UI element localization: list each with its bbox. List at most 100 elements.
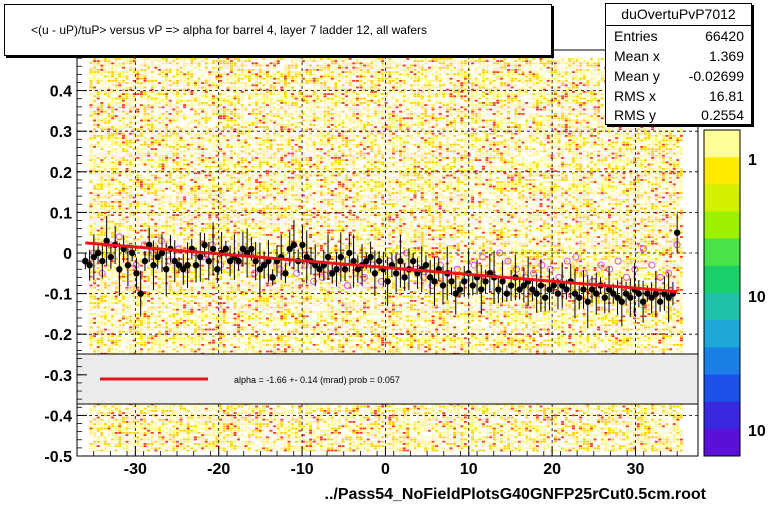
heatmap-cell	[381, 104, 384, 106]
heatmap-cell	[252, 82, 255, 84]
heatmap-cell	[367, 69, 370, 71]
heatmap-cell	[666, 139, 669, 141]
heatmap-cell	[241, 104, 244, 106]
heatmap-cell	[583, 62, 586, 64]
heatmap-cell	[147, 139, 150, 141]
heatmap-cell	[338, 120, 341, 122]
heatmap-cell	[504, 93, 507, 95]
heatmap-cell	[198, 142, 201, 144]
heatmap-cell	[662, 137, 665, 139]
heatmap-cell	[104, 135, 107, 137]
heatmap-cell	[302, 84, 305, 86]
heatmap-cell	[126, 78, 129, 80]
heatmap-cell	[381, 73, 384, 75]
heatmap-cell	[226, 109, 229, 111]
heatmap-cell	[273, 139, 276, 141]
heatmap-cell	[417, 80, 420, 82]
heatmap-cell	[219, 60, 222, 62]
heatmap-cell	[558, 84, 561, 86]
heatmap-cell	[169, 120, 172, 122]
heatmap-cell	[561, 115, 564, 117]
heatmap-cell	[475, 80, 478, 82]
heatmap-cell	[439, 62, 442, 64]
heatmap-cell	[543, 115, 546, 117]
heatmap-cell	[352, 146, 355, 148]
heatmap-cell	[349, 117, 352, 119]
heatmap-cell	[554, 115, 557, 117]
heatmap-cell	[349, 144, 352, 146]
heatmap-cell	[493, 58, 496, 60]
heatmap-cell	[597, 102, 600, 104]
heatmap-cell	[180, 142, 183, 144]
heatmap-cell	[590, 124, 593, 126]
heatmap-cell	[482, 69, 485, 71]
heatmap-cell	[482, 139, 485, 141]
heatmap-cell	[316, 80, 319, 82]
heatmap-cell	[234, 76, 237, 78]
heatmap-cell	[604, 126, 607, 128]
heatmap-cell	[226, 142, 229, 144]
heatmap-cell	[342, 137, 345, 139]
heatmap-cell	[615, 137, 618, 139]
heatmap-cell	[194, 135, 197, 137]
heatmap-cell	[561, 109, 564, 111]
heatmap-cell	[147, 80, 150, 82]
heatmap-cell	[363, 135, 366, 137]
heatmap-cell	[331, 128, 334, 130]
heatmap-cell	[464, 117, 467, 119]
heatmap-cell	[565, 117, 568, 119]
heatmap-cell	[435, 126, 438, 128]
heatmap-cell	[273, 76, 276, 78]
heatmap-cell	[500, 126, 503, 128]
heatmap-cell	[342, 73, 345, 75]
heatmap-cell	[529, 87, 532, 89]
heatmap-cell	[561, 84, 564, 86]
heatmap-cell	[576, 91, 579, 93]
heatmap-cell	[334, 120, 337, 122]
heatmap-cell	[212, 95, 215, 97]
heatmap-cell	[316, 71, 319, 73]
heatmap-cell	[421, 102, 424, 104]
heatmap-cell	[572, 113, 575, 115]
heatmap-cell	[572, 78, 575, 80]
heatmap-cell	[507, 73, 510, 75]
heatmap-cell	[568, 102, 571, 104]
heatmap-cell	[561, 111, 564, 113]
heatmap-cell	[280, 137, 283, 139]
heatmap-cell	[561, 76, 564, 78]
heatmap-cell	[457, 80, 460, 82]
heatmap-cell	[349, 135, 352, 137]
heatmap-cell	[608, 128, 611, 130]
heatmap-cell	[158, 128, 161, 130]
heatmap-cell	[100, 91, 103, 93]
heatmap-cell	[165, 111, 168, 113]
heatmap-cell	[378, 76, 381, 78]
heatmap-cell	[518, 93, 521, 95]
heatmap-cell	[144, 104, 147, 106]
heatmap-cell	[327, 137, 330, 139]
heatmap-cell	[259, 93, 262, 95]
heatmap-cell	[180, 71, 183, 73]
heatmap-cell	[576, 111, 579, 113]
heatmap-cell	[144, 60, 147, 62]
heatmap-cell	[255, 115, 258, 117]
heatmap-cell	[504, 128, 507, 130]
heatmap-cell	[237, 98, 240, 100]
heatmap-cell	[108, 137, 111, 139]
heatmap-cell	[532, 98, 535, 100]
heatmap-cell	[561, 128, 564, 130]
heatmap-cell	[309, 102, 312, 104]
heatmap-cell	[450, 144, 453, 146]
heatmap-cell	[399, 78, 402, 80]
heatmap-cell	[457, 144, 460, 146]
heatmap-cell	[288, 95, 291, 97]
heatmap-cell	[201, 128, 204, 130]
heatmap-cell	[190, 69, 193, 71]
heatmap-cell	[511, 71, 514, 73]
heatmap-cell	[237, 91, 240, 93]
heatmap-cell	[151, 144, 154, 146]
heatmap-cell	[525, 111, 528, 113]
heatmap-cell	[226, 100, 229, 102]
heatmap-cell	[460, 84, 463, 86]
heatmap-cell	[594, 128, 597, 130]
